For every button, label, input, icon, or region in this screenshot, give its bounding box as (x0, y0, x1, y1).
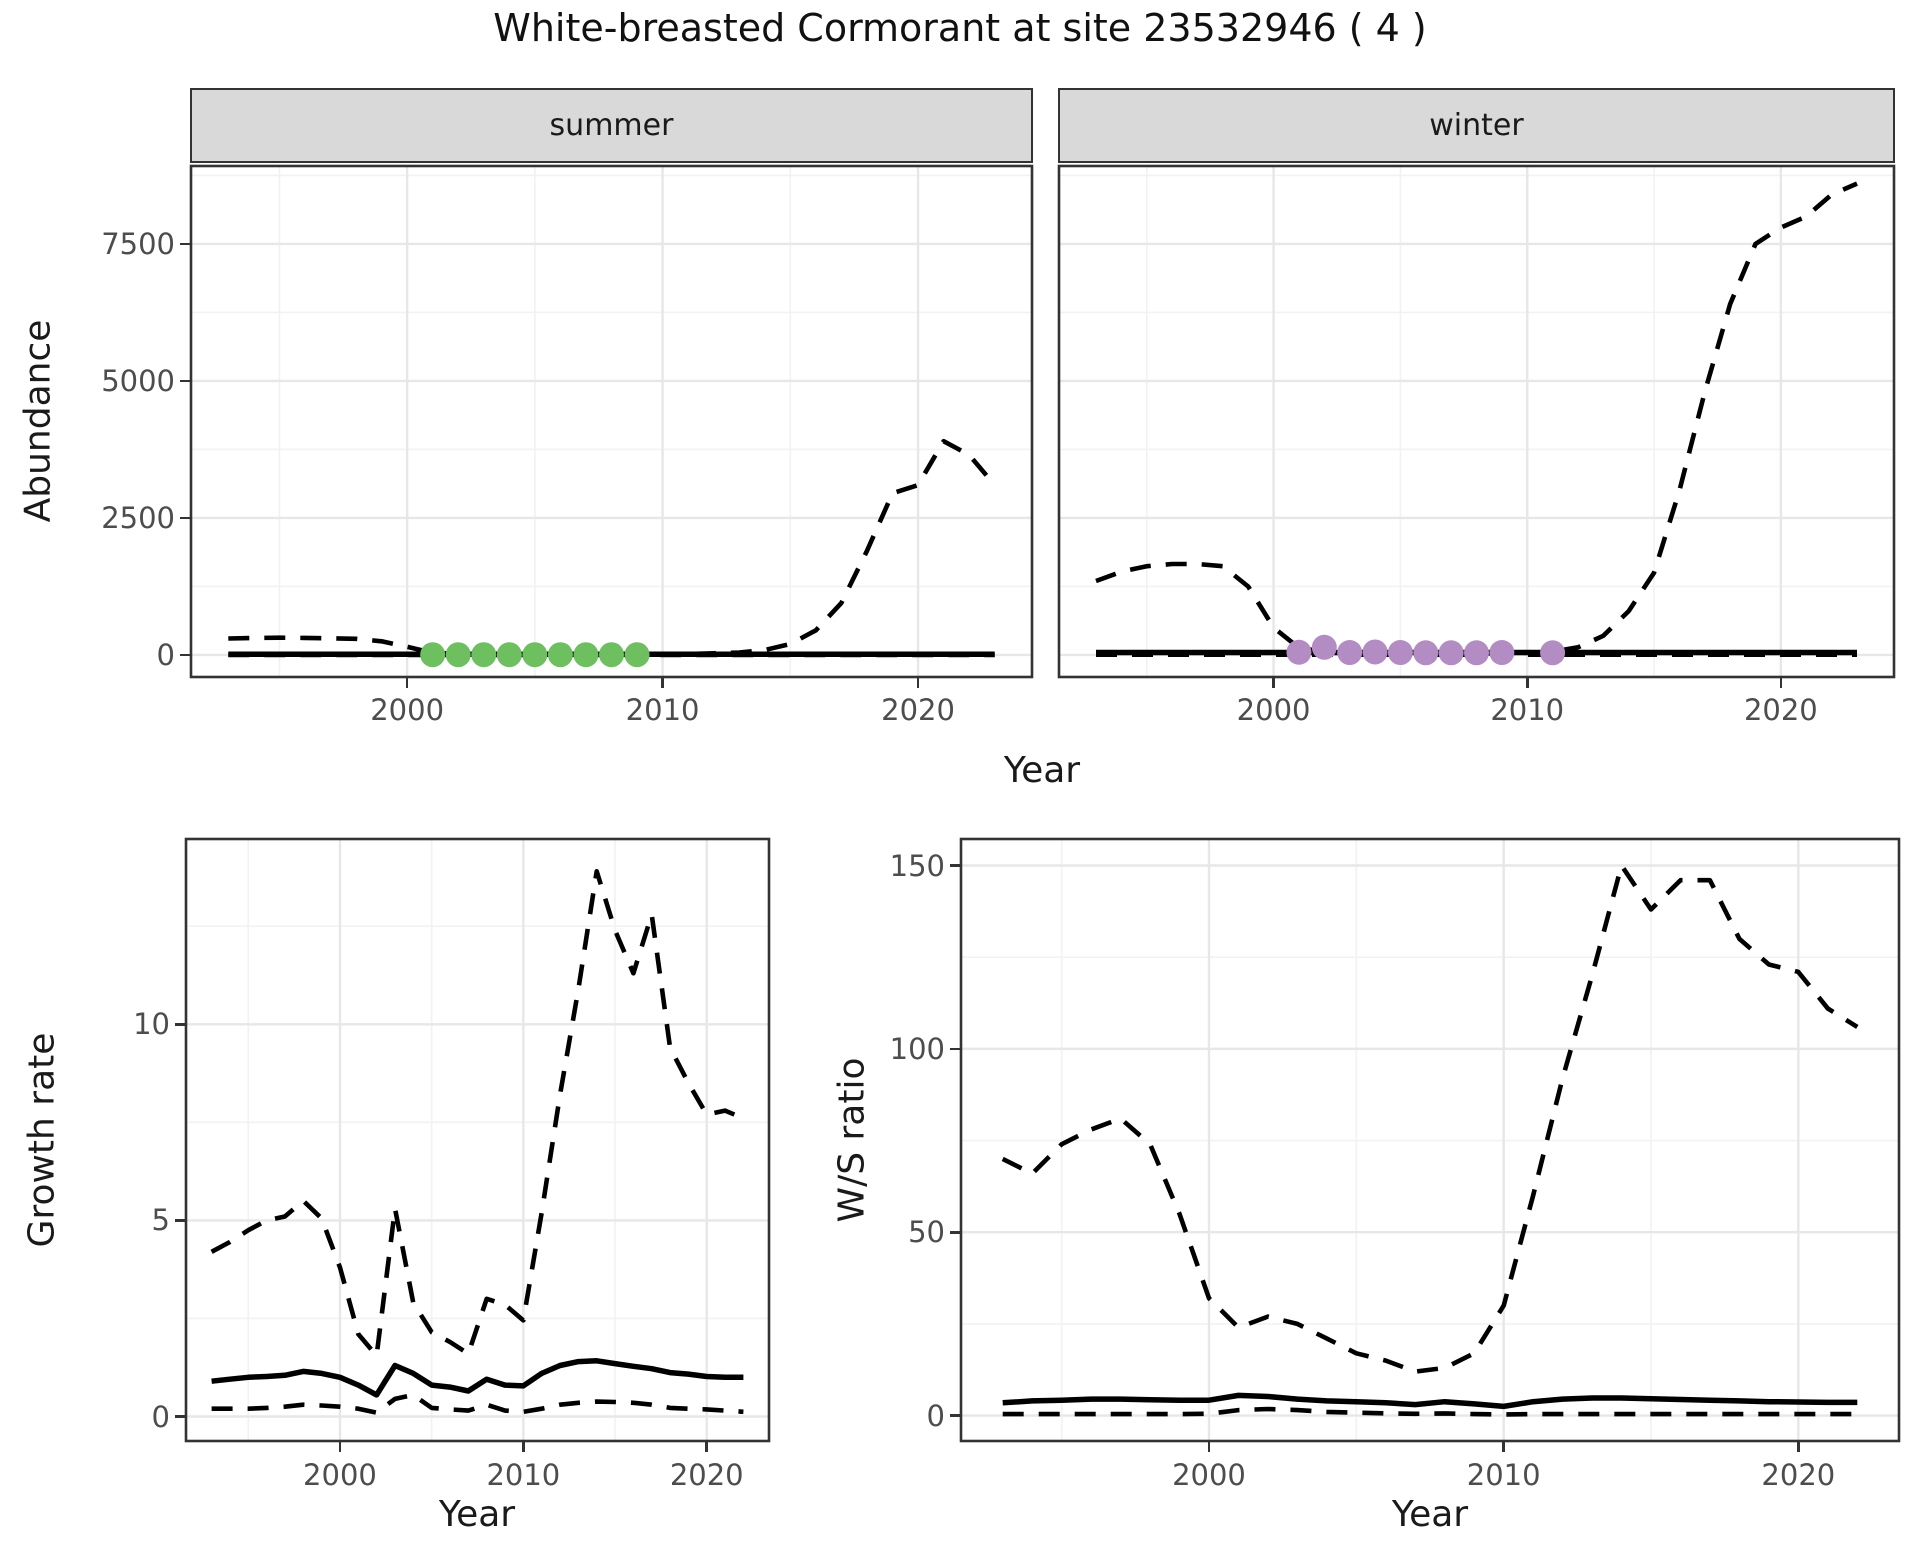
top-year-axis-title: Year (1003, 750, 1081, 791)
panel-background (185, 838, 770, 1442)
x-tick-label: 2020 (1743, 693, 1818, 727)
panel-border (1057, 164, 1896, 679)
y-tick-mark (175, 1219, 185, 1222)
facet-strip-winter-label: winter (1429, 108, 1524, 143)
summer-observed-point (471, 642, 497, 668)
x-tick-mark (1272, 678, 1275, 688)
summer-panel (189, 164, 1034, 679)
winter-observed-point (1413, 640, 1439, 666)
summer-observed-point (522, 642, 548, 668)
ws-panel (959, 837, 1901, 1443)
summer-observed-point (573, 642, 599, 668)
x-tick-label: 2000 (370, 693, 445, 727)
x-tick-label: 2000 (303, 1458, 377, 1492)
panel-background (190, 165, 1033, 678)
x-tick-mark (522, 1442, 525, 1452)
x-tick-mark (705, 1442, 709, 1452)
facet-strip-summer: summer (190, 88, 1033, 163)
x-tick-label: 2020 (1761, 1458, 1836, 1492)
x-tick-label: 2010 (1490, 693, 1565, 727)
x-tick-mark (1797, 1442, 1800, 1452)
y-tick-mark (175, 1022, 185, 1026)
growth-year-axis-title: Year (438, 1494, 516, 1535)
y-tick-label: 5000 (101, 363, 175, 398)
x-tick-label: 2000 (1172, 1458, 1246, 1492)
ws-year-axis-title: Year (1391, 1494, 1469, 1535)
summer-observed-point (420, 642, 446, 668)
y-tick-mark (950, 1047, 960, 1051)
facet-strip-winter: winter (1058, 88, 1895, 163)
panel-border (184, 837, 771, 1443)
summer-observed-point (599, 642, 624, 668)
winter-observed-point (1489, 640, 1515, 666)
winter-observed-point (1464, 640, 1489, 666)
chart-title: White-breasted Cormorant at site 2353294… (493, 6, 1427, 50)
x-tick-mark (1502, 1442, 1505, 1452)
y-tick-label: 0 (926, 1398, 945, 1433)
y-tick-mark (180, 379, 190, 383)
x-tick-label: 2000 (1236, 693, 1311, 727)
x-tick-label: 2020 (669, 1458, 744, 1492)
winter-observed-point (1540, 640, 1566, 666)
y-tick-label: 0 (151, 1399, 170, 1434)
growth-upper_ci-line (210, 868, 745, 1359)
x-tick-label: 2010 (1466, 1458, 1541, 1492)
y-tick-label: 7500 (101, 226, 175, 261)
x-tick-mark (1779, 678, 1783, 688)
summer-observed-point (624, 642, 650, 668)
winter-upper_ci-line (1095, 181, 1858, 656)
y-tick-label: 5 (151, 1203, 170, 1238)
panel-border (959, 837, 1901, 1443)
y-tick-mark (180, 653, 190, 657)
summer-observed-point (547, 642, 573, 668)
panel-background (1058, 165, 1895, 678)
x-tick-label: 2020 (881, 693, 955, 727)
summer-observed-point (496, 642, 522, 668)
y-tick-mark (175, 1415, 185, 1418)
y-tick-label: 150 (889, 848, 945, 883)
x-tick-mark (661, 678, 664, 688)
facet-strip-summer-label: summer (549, 108, 674, 143)
y-tick-mark (950, 1230, 960, 1234)
growth-estimate-line (211, 1358, 744, 1398)
x-tick-mark (1525, 678, 1529, 688)
y-tick-mark (180, 242, 190, 246)
winter-observed-point (1387, 640, 1413, 666)
winter-observed-point (1337, 640, 1363, 666)
x-tick-mark (1207, 1442, 1211, 1452)
y-tick-label: 100 (889, 1031, 945, 1066)
winter-observed-point (1286, 639, 1312, 665)
winter-observed-point (1438, 640, 1464, 666)
winter-panel (1057, 164, 1896, 679)
growth-panel (184, 837, 771, 1443)
y-tick-label: 2500 (101, 500, 175, 535)
x-tick-mark (916, 678, 920, 688)
x-tick-mark (338, 1442, 342, 1452)
y-tick-label: 50 (908, 1215, 945, 1250)
winter-observed-point (1362, 639, 1388, 665)
ws-upper_ci-line (1001, 863, 1859, 1374)
y-tick-label: 10 (133, 1007, 170, 1042)
x-tick-label: 2010 (625, 693, 700, 727)
ws-estimate-line (1002, 1392, 1858, 1410)
panel-border (189, 164, 1034, 679)
x-tick-label: 2010 (486, 1458, 561, 1492)
summer-upper_ci-line (228, 438, 997, 657)
summer-observed-point (445, 642, 471, 668)
y-tick-mark (180, 516, 190, 520)
winter-observed-point (1311, 634, 1337, 660)
y-tick-mark (950, 1414, 960, 1417)
y-tick-label: 0 (156, 637, 175, 672)
growth-lower_ci-line (211, 1392, 744, 1415)
x-tick-mark (405, 678, 409, 688)
y-tick-mark (950, 864, 960, 867)
